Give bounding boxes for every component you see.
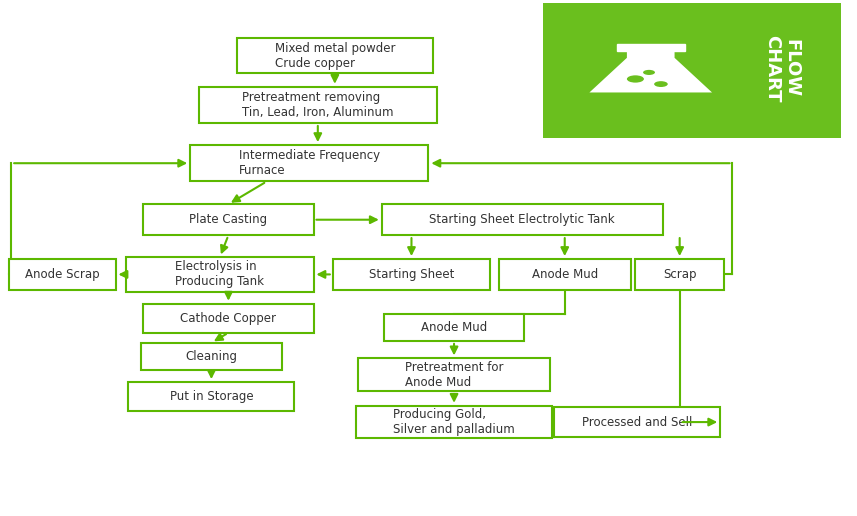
FancyBboxPatch shape bbox=[143, 204, 314, 235]
FancyBboxPatch shape bbox=[499, 259, 631, 290]
FancyBboxPatch shape bbox=[381, 204, 662, 235]
FancyBboxPatch shape bbox=[357, 406, 552, 439]
FancyBboxPatch shape bbox=[199, 87, 437, 123]
Text: Producing Gold,
Silver and palladium: Producing Gold, Silver and palladium bbox=[393, 408, 515, 436]
FancyBboxPatch shape bbox=[143, 303, 314, 333]
Text: Anode Mud: Anode Mud bbox=[421, 321, 487, 334]
FancyBboxPatch shape bbox=[384, 314, 524, 341]
Text: Anode Mud: Anode Mud bbox=[531, 268, 598, 281]
Text: Cleaning: Cleaning bbox=[185, 350, 237, 363]
Text: Pretreatment removing
Tin, Lead, Iron, Aluminum: Pretreatment removing Tin, Lead, Iron, A… bbox=[242, 91, 393, 119]
Text: Pretreatment for
Anode Mud: Pretreatment for Anode Mud bbox=[405, 361, 503, 389]
Text: Processed and Sell: Processed and Sell bbox=[582, 415, 692, 429]
FancyBboxPatch shape bbox=[635, 259, 724, 290]
Circle shape bbox=[643, 70, 655, 75]
Text: Put in Storage: Put in Storage bbox=[170, 390, 253, 403]
Text: Anode Scrap: Anode Scrap bbox=[25, 268, 99, 281]
FancyBboxPatch shape bbox=[543, 0, 842, 138]
FancyBboxPatch shape bbox=[129, 382, 295, 411]
Text: Mixed metal powder
Crude copper: Mixed metal powder Crude copper bbox=[274, 42, 395, 70]
FancyBboxPatch shape bbox=[141, 343, 282, 370]
Circle shape bbox=[654, 81, 668, 87]
FancyBboxPatch shape bbox=[190, 145, 428, 182]
Text: Intermediate Frequency
Furnace: Intermediate Frequency Furnace bbox=[239, 149, 380, 177]
FancyBboxPatch shape bbox=[333, 259, 490, 290]
FancyBboxPatch shape bbox=[617, 44, 685, 51]
Text: Starting Sheet: Starting Sheet bbox=[369, 268, 454, 281]
Polygon shape bbox=[590, 47, 712, 92]
Text: Plate Casting: Plate Casting bbox=[189, 213, 267, 226]
FancyBboxPatch shape bbox=[358, 358, 550, 391]
Circle shape bbox=[626, 75, 644, 83]
Text: Cathode Copper: Cathode Copper bbox=[181, 312, 277, 325]
Text: Electrolysis in
Producing Tank: Electrolysis in Producing Tank bbox=[176, 261, 265, 288]
Text: Scrap: Scrap bbox=[663, 268, 697, 281]
FancyBboxPatch shape bbox=[237, 38, 433, 73]
FancyBboxPatch shape bbox=[9, 259, 116, 290]
Text: FLOW
CHART: FLOW CHART bbox=[763, 35, 800, 102]
FancyBboxPatch shape bbox=[554, 408, 720, 437]
FancyBboxPatch shape bbox=[126, 257, 314, 292]
Text: Starting Sheet Electrolytic Tank: Starting Sheet Electrolytic Tank bbox=[429, 213, 615, 226]
